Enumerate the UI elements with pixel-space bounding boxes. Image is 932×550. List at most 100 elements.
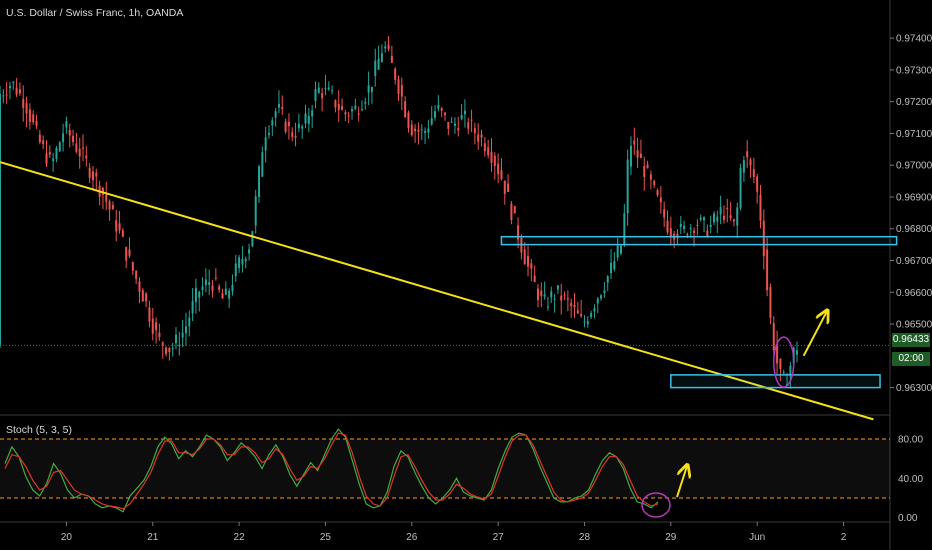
candle-body — [377, 58, 380, 70]
candle-body — [151, 318, 154, 334]
candle — [5, 81, 8, 104]
candle-body — [656, 190, 659, 196]
candle — [254, 189, 257, 234]
candle-body — [277, 103, 280, 108]
candle — [394, 67, 397, 85]
candle — [656, 188, 659, 197]
time-axis-label: 21 — [147, 532, 159, 543]
candle-body — [533, 275, 536, 282]
candle-body — [258, 166, 261, 198]
candle — [204, 268, 207, 293]
candle — [224, 281, 227, 296]
candle-body — [62, 133, 65, 143]
stochastic-indicator-label[interactable]: Stoch (5, 3, 5) — [6, 424, 72, 436]
candle — [590, 310, 593, 320]
candle-body — [766, 249, 769, 291]
candle — [636, 137, 639, 169]
candle — [759, 184, 762, 229]
candle-body — [769, 287, 772, 318]
candle — [118, 210, 121, 234]
candle-body — [639, 153, 642, 159]
candle — [55, 146, 58, 163]
candle — [374, 48, 377, 87]
candle — [284, 118, 287, 134]
candle — [536, 284, 539, 308]
candle — [527, 245, 530, 277]
candle-body — [696, 224, 699, 226]
candle-body — [111, 205, 114, 210]
candle-body — [5, 94, 8, 96]
candle-body — [669, 228, 672, 237]
candle — [437, 95, 440, 112]
descending-trendline — [0, 161, 874, 421]
candle — [683, 220, 686, 234]
candle — [756, 173, 759, 204]
candle — [736, 202, 739, 238]
candle — [570, 298, 573, 318]
candle-body — [384, 46, 387, 49]
candle — [646, 160, 649, 169]
candle — [573, 293, 576, 319]
candle — [221, 288, 224, 299]
candle — [430, 105, 433, 126]
candle-body — [762, 220, 765, 257]
candle — [517, 217, 520, 249]
candle — [600, 294, 603, 301]
candle — [131, 261, 134, 275]
price-axis-label: 0.97400 — [896, 34, 932, 45]
candle-body — [434, 111, 437, 118]
candle-body — [407, 112, 410, 128]
candle — [483, 136, 486, 157]
candle-body — [736, 207, 739, 226]
stoch-axis-label: 80.00 — [898, 435, 923, 446]
candle-body — [663, 209, 666, 218]
candle — [772, 316, 775, 357]
candle-body — [28, 109, 31, 122]
candle — [447, 121, 450, 136]
candle-body — [238, 257, 241, 269]
candle — [48, 145, 51, 159]
candle — [82, 134, 85, 162]
candle-body — [201, 286, 204, 291]
candle — [88, 163, 91, 183]
candle-body — [267, 132, 270, 135]
candle-body — [48, 152, 51, 155]
candle — [175, 327, 178, 350]
price-axis-label: 0.97200 — [896, 97, 932, 108]
candle — [111, 201, 114, 210]
candle-body — [676, 233, 679, 238]
candle — [473, 122, 476, 145]
candle — [191, 288, 194, 322]
candle — [281, 95, 284, 115]
candle — [377, 45, 380, 70]
candle — [596, 297, 599, 314]
candle — [28, 103, 31, 130]
candle — [2, 89, 5, 104]
candle-body — [463, 110, 466, 115]
candle — [251, 230, 254, 248]
candle-body — [643, 165, 646, 177]
candle — [530, 259, 533, 282]
candle-body — [211, 285, 214, 291]
candle-body — [95, 172, 98, 177]
candle — [703, 216, 706, 233]
candle — [258, 164, 261, 203]
candle — [380, 44, 383, 63]
candle — [776, 330, 779, 375]
candle-body — [470, 119, 473, 121]
candle — [297, 113, 300, 133]
candle-body — [65, 121, 68, 128]
candle-body — [301, 126, 304, 129]
candle-body — [311, 110, 314, 117]
candle-body — [623, 213, 626, 245]
candle — [42, 135, 45, 150]
candle — [626, 149, 629, 226]
candle-body — [417, 129, 420, 132]
candle — [633, 127, 636, 155]
candle — [444, 111, 446, 121]
candle-body — [188, 317, 191, 327]
candle — [138, 277, 141, 304]
candle-body — [600, 295, 603, 299]
candle — [546, 296, 549, 311]
candle-body — [82, 147, 85, 149]
